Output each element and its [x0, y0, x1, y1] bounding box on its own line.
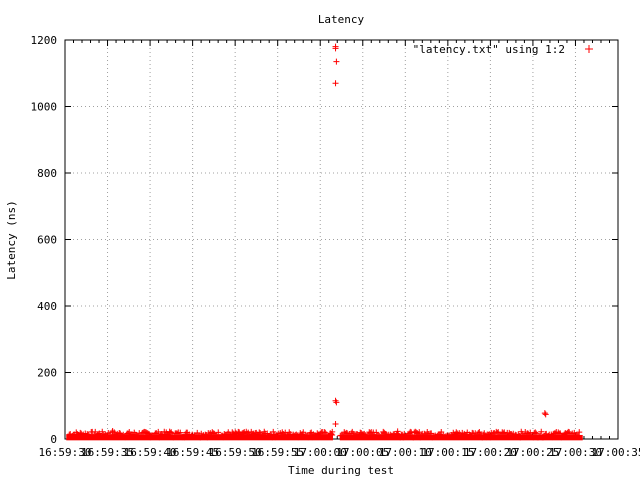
- x-tick-label: 17:00:15: [421, 446, 474, 459]
- data-point: [394, 428, 401, 435]
- legend: "latency.txt" using 1:2: [413, 43, 593, 56]
- x-tick-label: 16:59:35: [81, 446, 134, 459]
- baseline-point: [194, 429, 201, 436]
- baseline-point: [270, 428, 277, 435]
- baseline-point: [256, 429, 263, 436]
- x-tick-label: 17:00:00: [294, 446, 347, 459]
- x-tick-label: 16:59:30: [39, 446, 92, 459]
- chart-title: Latency: [318, 13, 365, 26]
- baseline-point: [177, 429, 184, 436]
- baseline-point: [373, 429, 380, 436]
- data-point: [332, 80, 339, 87]
- y-tick-label: 800: [37, 167, 57, 180]
- baseline-point: [532, 429, 539, 436]
- baseline-point: [438, 429, 445, 436]
- x-tick-label: 16:59:55: [251, 446, 304, 459]
- baseline-band: [66, 428, 583, 441]
- baseline-point: [538, 428, 545, 435]
- x-tick-label: 16:59:45: [166, 446, 219, 459]
- data-point: [329, 432, 336, 439]
- legend-marker: [585, 45, 593, 53]
- data-point: [166, 428, 173, 435]
- legend-plus-marker: [585, 45, 593, 53]
- baseline-point: [576, 429, 583, 436]
- baseline-band-fill-right: [339, 434, 583, 441]
- x-tick-label: 17:00:10: [379, 446, 432, 459]
- data-point: [333, 399, 340, 406]
- data-point: [333, 58, 340, 65]
- baseline-point: [77, 429, 84, 436]
- data-point: [332, 421, 339, 428]
- legend-label: "latency.txt" using 1:2: [413, 43, 565, 56]
- baseline-point: [215, 429, 222, 436]
- baseline-point: [566, 429, 573, 436]
- x-tick-label: 17:00:35: [592, 446, 640, 459]
- data-point: [332, 43, 339, 50]
- data-points: [109, 43, 549, 439]
- axis-ticks: 02004006008001000120016:59:3016:59:3516:…: [31, 34, 640, 459]
- baseline-band-fill-left: [66, 434, 333, 441]
- data-point: [109, 428, 116, 435]
- data-point: [476, 429, 483, 436]
- x-tick-label: 16:59:40: [124, 446, 177, 459]
- data-point: [541, 410, 548, 417]
- y-tick-label: 200: [37, 367, 57, 380]
- x-tick-label: 17:00:25: [506, 446, 559, 459]
- y-tick-label: 400: [37, 300, 57, 313]
- y-tick-label: 1200: [31, 34, 58, 47]
- x-tick-label: 17:00:05: [336, 446, 389, 459]
- x-tick-label: 17:00:20: [464, 446, 517, 459]
- baseline-point: [92, 428, 99, 435]
- data-point: [542, 411, 549, 418]
- y-tick-label: 600: [37, 234, 57, 247]
- baseline-point: [453, 429, 460, 436]
- y-tick-label: 1000: [31, 101, 58, 114]
- y-tick-label: 0: [50, 433, 57, 446]
- x-tick-label: 17:00:30: [549, 446, 602, 459]
- x-tick-label: 16:59:50: [209, 446, 262, 459]
- y-axis-label: Latency (ns): [5, 200, 18, 279]
- baseline-point: [494, 429, 501, 436]
- baseline-point: [321, 428, 328, 435]
- x-axis-label: Time during test: [288, 464, 394, 477]
- grid: [65, 40, 618, 439]
